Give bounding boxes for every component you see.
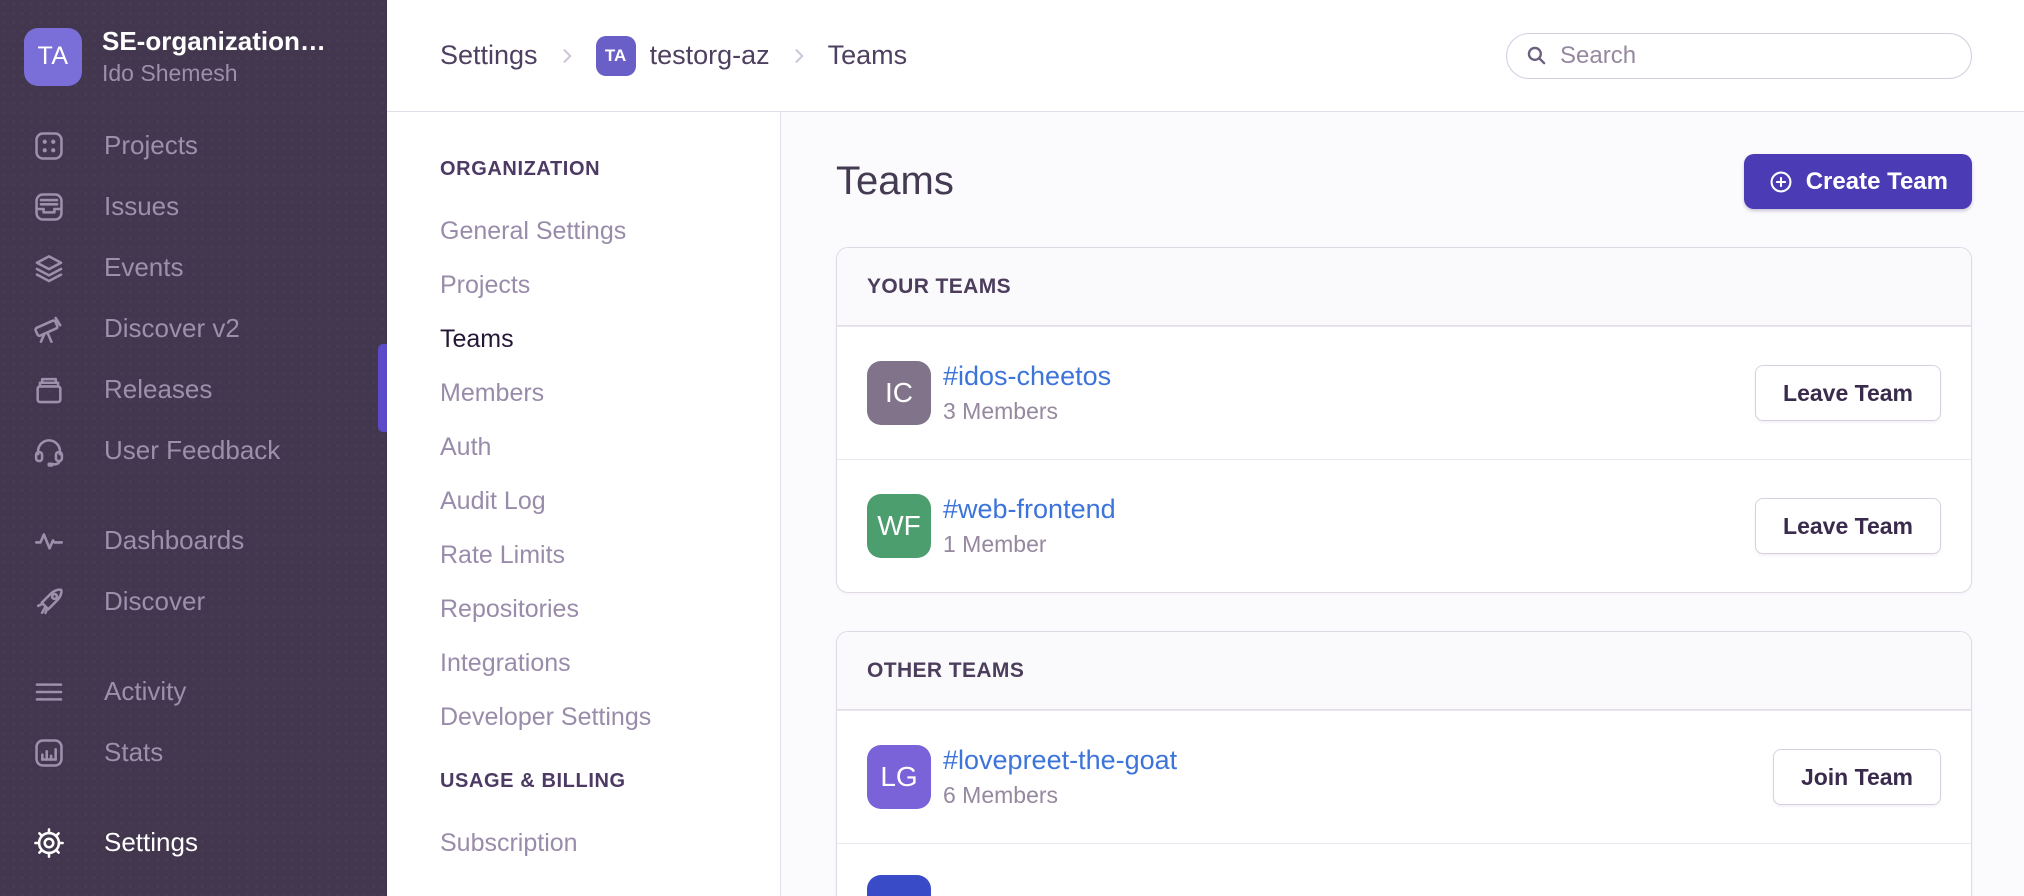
leave-team-button[interactable]: Leave Team [1755,365,1941,421]
breadcrumb: Settings TA testorg-az Teams [440,35,908,76]
rocket-icon [24,585,66,619]
settings-nav-item-auth[interactable]: Auth [440,433,492,461]
settings-nav-item-projects[interactable]: Projects [440,271,531,299]
teams-panel: OTHER TEAMS LG #lovepreet-the-goat 6 Member… [836,631,1972,896]
layers-icon [24,251,66,285]
sidebar-item-label: Releases [104,374,213,404]
list-lines-icon [24,675,66,709]
projects-icon [24,129,66,163]
breadcrumb-label: testorg-az [649,40,770,70]
settings-nav-item-audit-log[interactable]: Audit Log [440,487,546,515]
search-icon [1525,44,1548,67]
org-avatar: TA [24,27,82,86]
sidebar-item-events[interactable]: Events [24,237,387,298]
team-avatar [867,875,931,896]
telescope-icon [24,312,66,346]
org-name: SE-organization… [102,26,326,56]
team-row: WF #web-frontend 1 Member Leave Team [837,459,1971,592]
team-link[interactable]: #lovepreet-the-goat [943,745,1178,775]
main-content: Teams Create Team YOUR TEAMS IC #idos-chee… [781,112,2024,896]
breadcrumb-label: Teams [827,40,908,70]
team-link[interactable]: #idos-cheetos [943,361,1112,391]
breadcrumb-item-settings[interactable]: Settings [440,40,538,71]
panel-heading: YOUR TEAMS [837,248,1971,326]
sidebar-item-discover-v2[interactable]: Discover v2 [24,298,387,359]
sidebar-item-label: Events [104,252,184,282]
breadcrumb-separator-icon [556,45,578,67]
pulse-icon [24,524,66,558]
settings-nav: ORGANIZATION General Settings Projects Team… [387,112,781,896]
team-member-count: 6 Members [943,782,1059,808]
sidebar-item-label: Discover v2 [104,313,240,343]
breadcrumb-label: Settings [440,40,538,70]
join-team-button[interactable]: Join Team [1772,749,1941,805]
breadcrumb-item-teams[interactable]: Teams [828,40,908,71]
settings-nav-item-subscription[interactable]: Subscription [440,829,578,857]
team-avatar: IC [867,361,931,425]
sidebar-accent-bar [378,344,387,432]
archive-box-icon [24,373,66,407]
sidebar-nav: Projects Issues Events Discover v2 Releases U… [24,115,387,873]
teams-panel: YOUR TEAMS IC #idos-cheetos 3 Members Leave … [836,247,1972,593]
team-row: IC #idos-cheetos 3 Members Leave Team [837,326,1971,459]
team-member-count: 1 Member [943,531,1047,557]
sidebar-item-label: Discover [104,586,206,616]
plus-circle-icon [1768,169,1794,195]
team-row [837,843,1971,896]
gear-icon [24,826,66,860]
settings-nav-heading: ORGANIZATION [440,158,601,180]
settings-nav-item-repositories[interactable]: Repositories [440,595,579,623]
sidebar-item-dashboards[interactable]: Dashboards [24,510,387,571]
bar-chart-icon [24,736,66,770]
sidebar-item-label: Activity [104,676,187,706]
leave-team-button[interactable]: Leave Team [1755,498,1941,554]
breadcrumb-separator-icon [788,45,810,67]
team-avatar: LG [867,745,931,809]
search-input[interactable] [1560,41,1953,70]
sidebar-item-issues[interactable]: Issues [24,176,387,237]
settings-nav-item-integrations[interactable]: Integrations [440,649,571,677]
sidebar-item-discover[interactable]: Discover [24,571,387,632]
team-member-count: 3 Members [943,398,1059,424]
team-avatar: WF [867,494,931,558]
sidebar-item-label: User Feedback [104,435,281,465]
top-bar: Settings TA testorg-az Teams [387,0,2024,112]
team-link[interactable]: #web-frontend [943,494,1116,524]
settings-nav-item-members[interactable]: Members [440,379,545,407]
sidebar-item-activity[interactable]: Activity [24,661,387,722]
search-box[interactable] [1506,32,1972,79]
issues-icon [24,190,66,224]
settings-nav-item-rate-limits[interactable]: Rate Limits [440,541,566,569]
panel-heading: OTHER TEAMS [837,632,1971,710]
sidebar-item-label: Projects [104,130,198,160]
sidebar-item-releases[interactable]: Releases [24,359,387,420]
breadcrumb-item-testorg-az[interactable]: TA testorg-az [595,35,770,76]
page-title: Teams [836,159,954,203]
app-sidebar: TA SE-organization… Ido Shemesh Projects… [0,0,387,896]
org-badge: TA [595,35,636,76]
org-user-name: Ido Shemesh [102,60,238,86]
sidebar-item-label: Settings [104,827,198,857]
sidebar-item-stats[interactable]: Stats [24,722,387,783]
settings-nav-item-general-settings[interactable]: General Settings [440,217,627,245]
sidebar-item-label: Issues [104,191,180,221]
sidebar-item-label: Dashboards [104,525,245,555]
sidebar-item-label: Stats [104,737,164,767]
sidebar-item-projects[interactable]: Projects [24,115,387,176]
sidebar-item-user-feedback[interactable]: User Feedback [24,420,387,481]
org-switcher[interactable]: TA SE-organization… Ido Shemesh [24,26,387,87]
create-team-button[interactable]: Create Team [1743,154,1972,209]
settings-nav-heading: USAGE & BILLING [440,770,626,792]
settings-nav-item-teams[interactable]: Teams [440,325,514,353]
headset-icon [24,434,66,468]
team-row: LG #lovepreet-the-goat 6 Members Join Team [837,710,1971,843]
settings-nav-item-developer-settings[interactable]: Developer Settings [440,703,652,731]
sidebar-item-settings[interactable]: Settings [24,812,387,873]
